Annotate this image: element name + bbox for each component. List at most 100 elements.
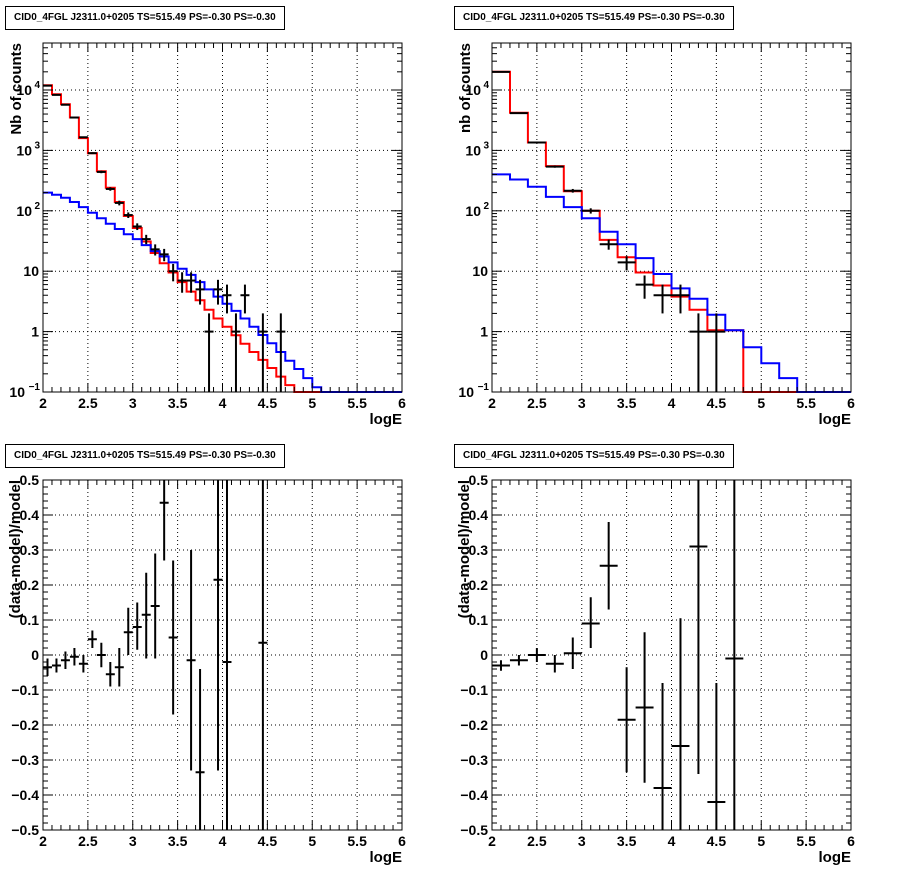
data-point <box>222 284 232 314</box>
data-point <box>105 662 115 687</box>
panel-title: CID0_4FGL J2311.0+0205 TS=515.49 PS=-0.3… <box>454 444 734 468</box>
y-tick-label: −0.1 <box>11 682 39 698</box>
y-tick-label: −0.5 <box>11 822 39 838</box>
y-tick-label: 0.5 <box>20 472 40 488</box>
data-point <box>671 618 690 830</box>
x-axis-label: logE <box>819 411 852 428</box>
y-tick-label: 0.4 <box>469 507 489 523</box>
x-tick-label: 4 <box>668 395 676 411</box>
x-tick-label: 2.5 <box>527 395 547 411</box>
data-point <box>51 658 61 673</box>
x-tick-label: 3.5 <box>168 395 188 411</box>
residual-plot-svg: 2 2.5 3 3.5 4 4.5 5 5.5 6logE−0.5−0.4−0.3−0.2−0.… <box>456 472 855 866</box>
data-point <box>527 648 546 662</box>
data-point <box>617 667 636 773</box>
panel-title: CID0_4FGL J2311.0+0205 TS=515.49 PS=-0.3… <box>454 6 734 30</box>
data-point <box>60 103 70 106</box>
data-point <box>43 658 52 676</box>
x-tick-label: 3 <box>578 395 586 411</box>
x-tick-label: 3 <box>578 833 586 849</box>
data-point <box>599 522 618 610</box>
data-point <box>545 165 564 168</box>
data-point <box>563 188 582 193</box>
x-tick-label: 2.5 <box>78 833 98 849</box>
data-point <box>276 313 286 392</box>
data-point <box>509 112 528 115</box>
data-point <box>141 234 151 245</box>
data-point <box>240 284 250 314</box>
y-tick-label: 0.1 <box>20 612 40 628</box>
data-point <box>671 284 690 314</box>
x-tick-label: 4.5 <box>707 833 727 849</box>
x-tick-label: 3 <box>129 395 137 411</box>
data-point <box>69 116 79 119</box>
residual-panel-bottom-right: 2 2.5 3 3.5 4 4.5 5 5.5 6 logE −0.5 −0.4 −0.3 −0.2 −0.… <box>449 437 898 875</box>
data-point <box>231 313 241 392</box>
data-point <box>150 553 160 659</box>
x-tick-label: 6 <box>398 395 406 411</box>
model-histogram-line <box>492 173 851 393</box>
data-point <box>60 651 70 669</box>
data-points <box>43 480 268 830</box>
y-axis-label: nb of counts <box>457 43 474 133</box>
y-tick-label: 10 <box>23 263 39 279</box>
y-tick-label: −0.3 <box>11 752 39 768</box>
y-tick-label: 0.3 <box>20 542 40 558</box>
y-tick-label: 10 <box>16 82 32 98</box>
y-tick-exponent: −1 <box>478 382 490 393</box>
data-point <box>563 637 582 669</box>
data-point <box>141 572 151 659</box>
residual-plot-svg: 2 2.5 3 3.5 4 4.5 5 5.5 6logE−0.5−0.4−0.3−0.2−0.… <box>7 472 406 866</box>
x-tick-label: 4 <box>219 833 227 849</box>
data-points <box>492 480 744 830</box>
x-tick-label: 6 <box>847 833 855 849</box>
x-tick-label: 4.5 <box>258 395 278 411</box>
y-tick-label: 10 <box>465 203 481 219</box>
data-point <box>123 212 133 218</box>
data-point <box>96 642 106 668</box>
y-tick-exponent: 2 <box>34 201 40 212</box>
data-point <box>114 648 124 687</box>
x-tick-label: 5 <box>308 395 316 411</box>
y-tick-exponent: 4 <box>483 80 489 91</box>
y-tick-label: 1 <box>31 324 39 340</box>
x-axis-label: logE <box>370 849 403 866</box>
data-point <box>527 141 546 144</box>
x-axis-label: logE <box>819 849 852 866</box>
x-tick-label: 3 <box>129 833 137 849</box>
x-tick-label: 5.5 <box>347 833 367 849</box>
x-tick-label: 5 <box>757 833 765 849</box>
data-point <box>509 655 528 666</box>
data-point <box>186 550 196 771</box>
y-tick-label: 0.1 <box>469 612 489 628</box>
y-tick-label: 0.2 <box>20 577 40 593</box>
y-tick-label: 0.4 <box>20 507 40 523</box>
y-tick-label: −0.1 <box>460 682 488 698</box>
y-tick-label: 0 <box>480 647 488 663</box>
data-point <box>707 313 726 392</box>
data-points <box>492 70 726 392</box>
x-tick-label: 2 <box>488 395 496 411</box>
data-point <box>168 263 178 282</box>
x-axis-label: logE <box>370 411 403 428</box>
counts-panel-top-left: 2 2.5 3 3.5 4 4.5 5 5.5 6 logE 10 −1 1 10 10 2 10 3 10 4 Nb … <box>0 0 449 437</box>
data-point <box>653 683 672 830</box>
y-tick-exponent: 3 <box>483 140 489 151</box>
x-tick-label: 5.5 <box>796 395 816 411</box>
x-tick-label: 2 <box>39 833 47 849</box>
data-point <box>492 660 510 671</box>
y-tick-label: 0.3 <box>469 542 489 558</box>
y-tick-label: 0.2 <box>469 577 489 593</box>
y-axis: −0.5 −0.4 −0.3 −0.2 −0.1 0 0.1 0.2 0.3 0.4 0.5(dat… <box>7 472 402 838</box>
x-tick-label: 4 <box>668 833 676 849</box>
x-tick-label: 3.5 <box>168 833 188 849</box>
y-tick-label: 10 <box>465 142 481 158</box>
panel-title: CID0_4FGL J2311.0+0205 TS=515.49 PS=-0.3… <box>5 444 285 468</box>
x-tick-label: 2.5 <box>78 395 98 411</box>
x-tick-label: 3.5 <box>617 833 637 849</box>
data-point <box>186 272 196 293</box>
y-axis-label: (data-model)/model <box>7 480 24 618</box>
data-point <box>78 136 88 139</box>
